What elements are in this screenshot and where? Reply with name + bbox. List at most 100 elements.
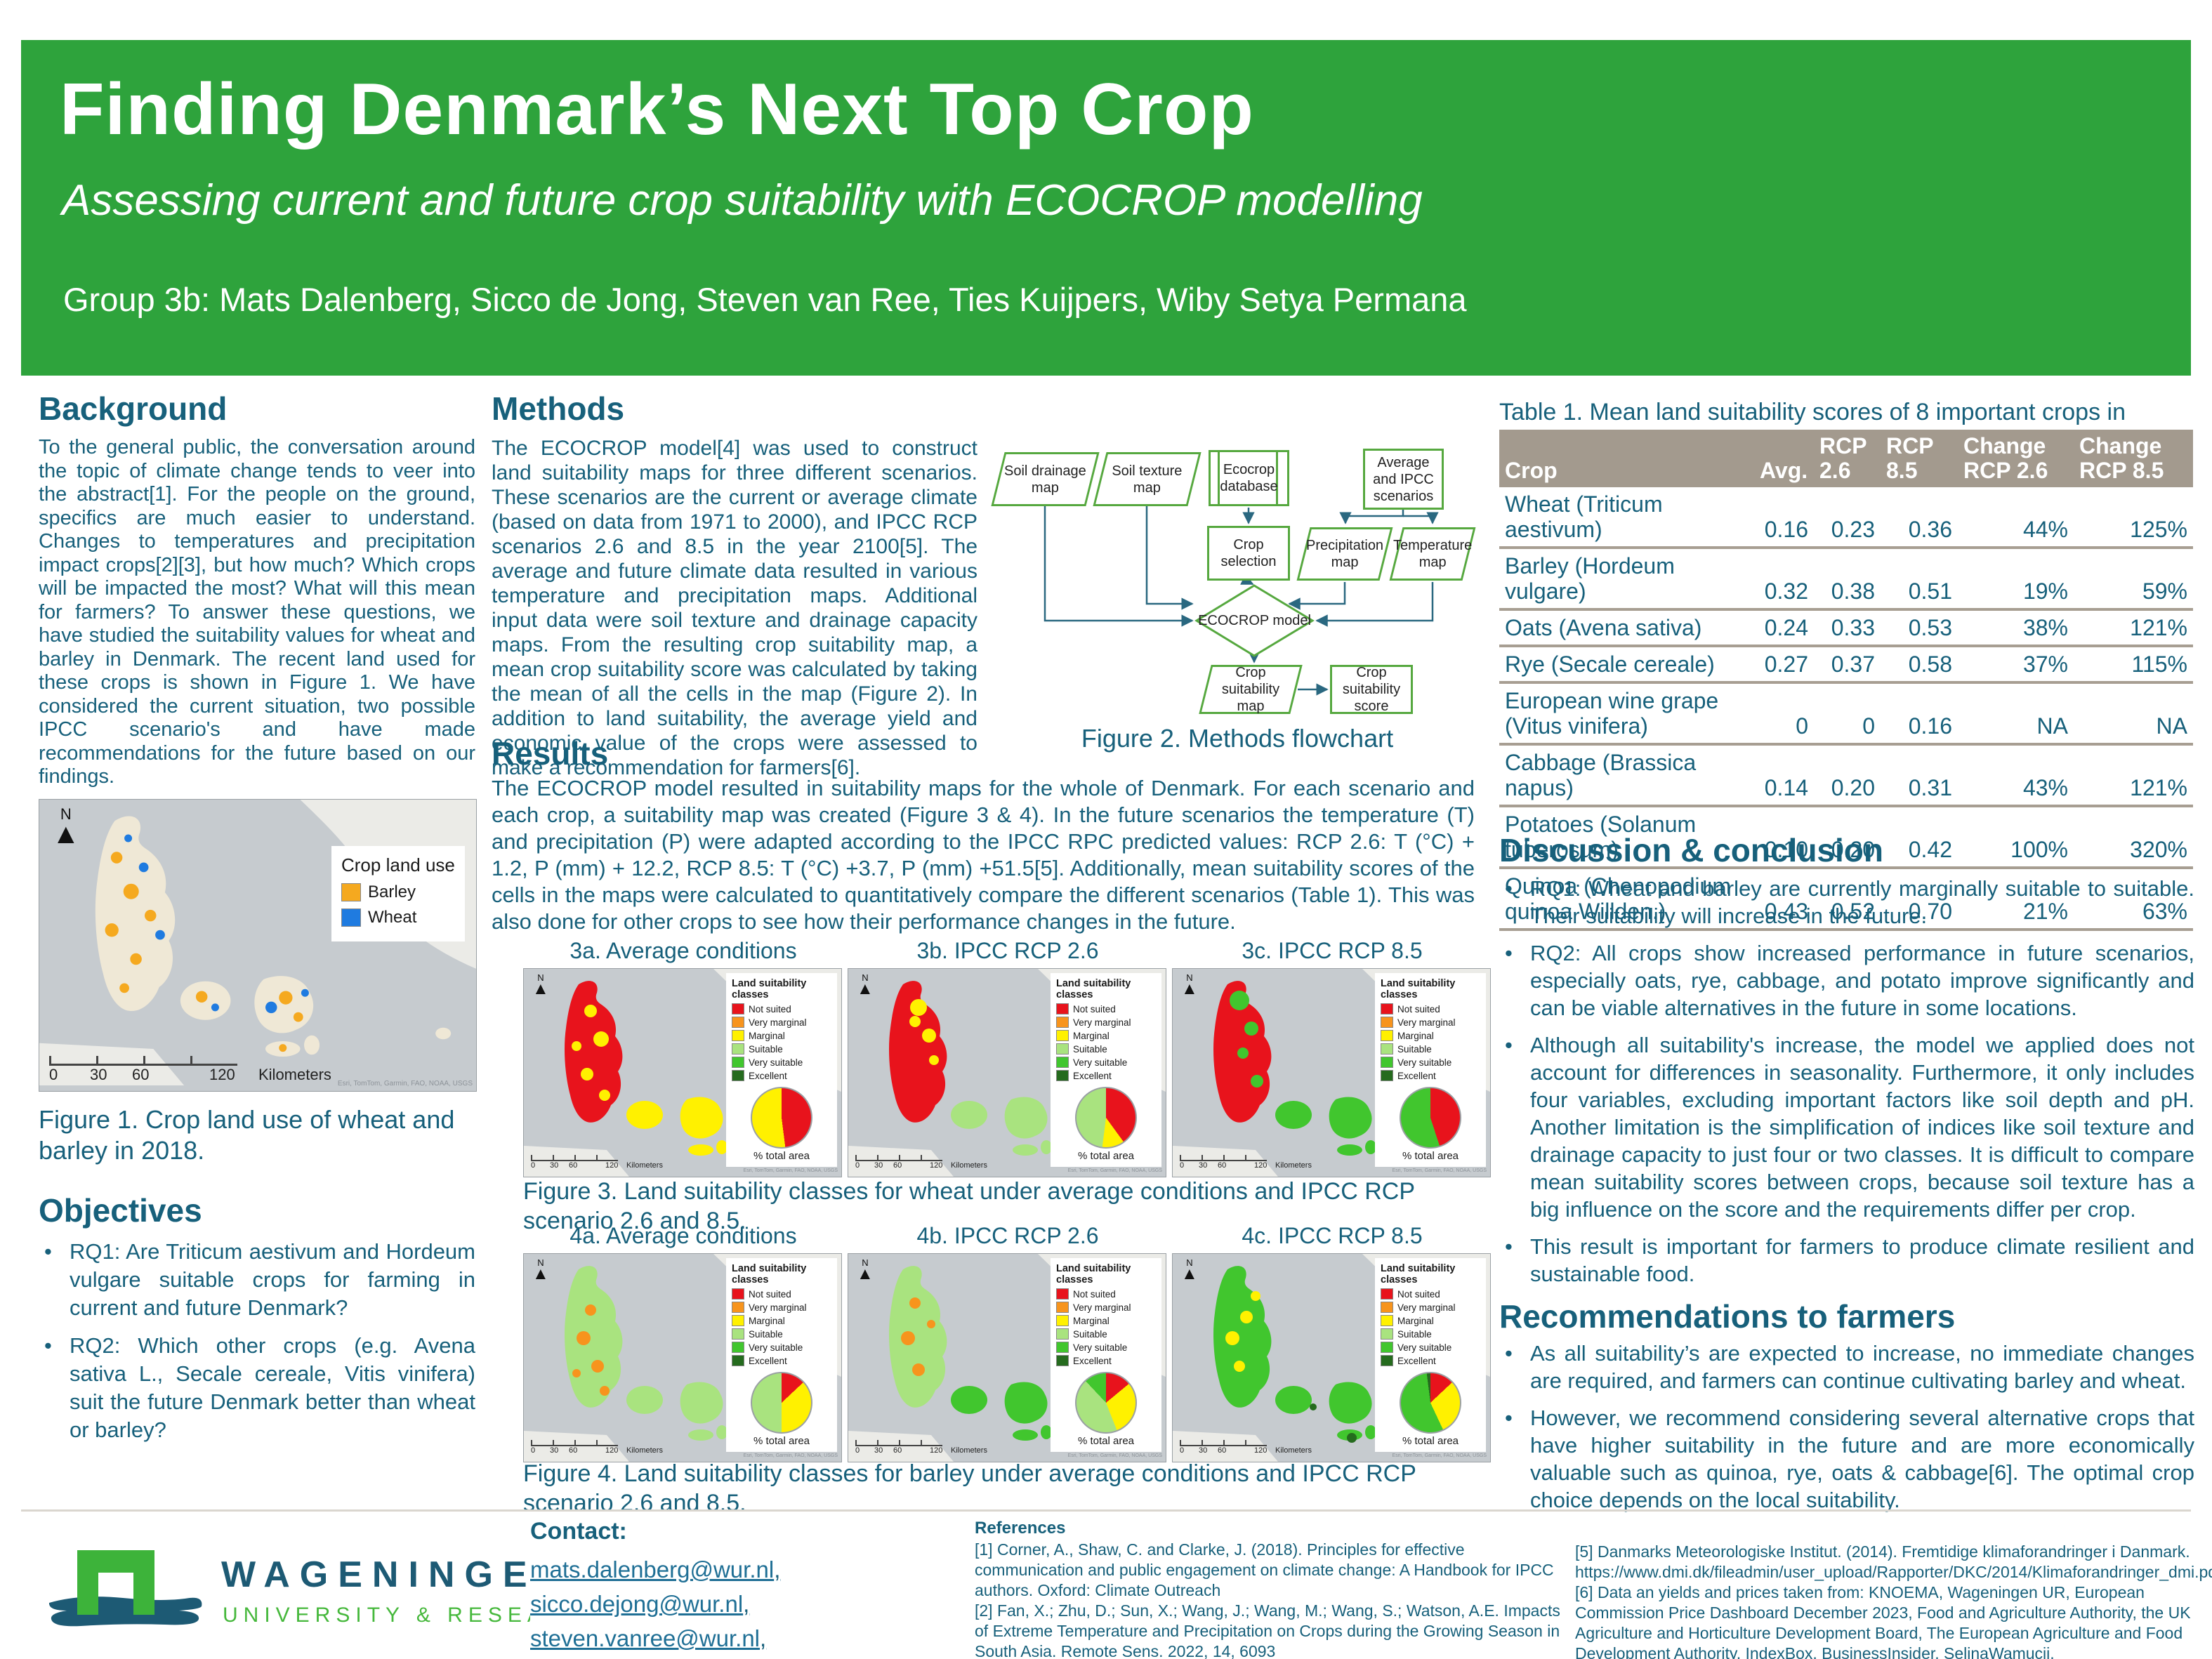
legend-item: Very suitable xyxy=(1056,1057,1156,1068)
legend-title: Land suitability classes xyxy=(1056,978,1131,1000)
map-wheat-rcp85: N ▲ Land suitability classes Not suited V… xyxy=(1172,968,1491,1177)
wageningen-logo-graphic: WAGENINGEN UNIVERSITY & RESEARCH xyxy=(48,1550,604,1627)
legend-label: Not suited xyxy=(1073,1288,1116,1300)
legend-item: Suitable xyxy=(1381,1328,1480,1340)
pie-label: % total area xyxy=(753,1150,810,1162)
cell-rcp85: 0.53 xyxy=(1881,609,1958,647)
legend-item: Very marginal xyxy=(1056,1302,1156,1313)
contact-heading: Contact: xyxy=(530,1518,627,1545)
legend-item: Very suitable xyxy=(1381,1057,1480,1068)
node-ecocrop-model: ECOCROP model xyxy=(1198,613,1311,628)
legend-label: Very suitable xyxy=(1397,1057,1452,1068)
legend-label: Excellent xyxy=(1397,1070,1436,1081)
poster-title: Finding Denmark’s Next Top Crop xyxy=(60,69,1254,150)
map-legend: Land suitability classes Not suited Very… xyxy=(726,973,837,1167)
logo-arch xyxy=(77,1550,154,1615)
recommendation-item: As all suitability’s are expected to inc… xyxy=(1499,1340,2194,1394)
node-temperature-map: Temperature map xyxy=(1389,527,1476,581)
legend-label: Marginal xyxy=(1073,1030,1110,1041)
map-legend: Land suitability classes Not suited Very… xyxy=(1375,1258,1486,1452)
methods-text: The ECOCROP model[4] was used to constru… xyxy=(492,437,977,779)
legend-item: Suitable xyxy=(732,1043,831,1055)
north-arrow-icon: ▲ xyxy=(52,818,80,850)
figure2-caption: Figure 2. Methods flowchart xyxy=(1081,724,1394,753)
legend-swatch xyxy=(732,1315,744,1326)
legend-title: Land suitability classes xyxy=(732,978,807,1000)
legend-label: Very suitable xyxy=(1073,1057,1128,1068)
legend-label: Suitable xyxy=(1397,1043,1432,1055)
cell-rcp26: 0.33 xyxy=(1814,609,1881,647)
methods-heading: Methods xyxy=(492,390,625,427)
header-banner: Finding Denmark’s Next Top Crop Assessin… xyxy=(21,40,2191,376)
scale-bar-graphic xyxy=(49,1055,237,1066)
legend-title: Land suitability classes xyxy=(732,1263,807,1285)
cell-rcp26: 0.20 xyxy=(1814,806,1881,869)
legend-item: Excellent xyxy=(1056,1355,1156,1366)
legend-label: Very marginal xyxy=(1397,1017,1456,1028)
pie-label: % total area xyxy=(1402,1150,1459,1162)
legend-item: Very marginal xyxy=(1056,1017,1156,1028)
table-row: Wheat (Triticum aestivum) 0.16 0.23 0.36… xyxy=(1499,487,2193,549)
cell-change-rcp85: 115% xyxy=(2074,646,2193,684)
cell-rcp26: 0.37 xyxy=(1814,646,1881,684)
pie-chart-barley-rcp26 xyxy=(1075,1372,1137,1434)
cell-avg: 0.10 xyxy=(1754,806,1814,869)
legend-label: Suitable xyxy=(1073,1043,1107,1055)
contact-emails: mats.dalenberg@wur.nl sicco.dejong@wur.nl… xyxy=(530,1552,980,1659)
figure4-caption: Figure 4. Land suitability classes for b… xyxy=(523,1460,1416,1516)
results-heading: Results xyxy=(492,735,609,772)
table-row: European wine grape (Vitus vinifera) 0 0… xyxy=(1499,682,2193,746)
scale-tick: 0 xyxy=(49,1065,58,1083)
node-ecocrop-database: Ecocrop database xyxy=(1209,450,1289,506)
panel-label: 3a. Average conditions xyxy=(570,938,797,963)
north-arrow: N ▲ xyxy=(532,972,549,998)
recommendation-item: However, we recommend considering severa… xyxy=(1499,1404,2194,1514)
legend-title: Land suitability classes xyxy=(1381,1263,1456,1285)
legend-item: Marginal xyxy=(1381,1315,1480,1326)
email-link[interactable]: steven.vanree@wur.nl xyxy=(530,1625,766,1651)
legend-label: Very suitable xyxy=(1073,1342,1128,1353)
scale-bar: 0 30 60 120 Kilometers xyxy=(1180,1440,1327,1456)
cell-change-rcp26: 43% xyxy=(1958,744,2074,807)
north-arrow: N ▲ xyxy=(1181,972,1198,998)
table-row: Rye (Secale cereale) 0.27 0.37 0.58 37% … xyxy=(1499,646,2193,684)
north-label: N xyxy=(60,805,72,823)
cell-avg: 0.16 xyxy=(1754,487,1814,549)
cell-rcp26: 0.20 xyxy=(1814,744,1881,807)
legend-label: Excellent xyxy=(1397,1355,1436,1366)
legend-title: Land suitability classes xyxy=(1056,1263,1131,1285)
pie-chart-barley-average xyxy=(751,1372,812,1434)
email-link[interactable]: mats.dalenberg@wur.nl xyxy=(530,1556,780,1582)
legend-item: Not suited xyxy=(732,1003,831,1014)
map-credit: Esri, TomTom, Garmin, FAO, NOAA, USGS xyxy=(1392,1453,1487,1458)
legend-swatch xyxy=(1381,1070,1393,1081)
poster-authors: Group 3b: Mats Dalenberg, Sicco de Jong,… xyxy=(63,281,1467,318)
legend-label: Very suitable xyxy=(1397,1342,1452,1353)
email-link[interactable]: sicco.dejong@wur.nl xyxy=(530,1591,749,1617)
map-wheat-rcp26: N ▲ Land suitability classes Not suited V… xyxy=(848,968,1166,1177)
cell-rcp85: 0.58 xyxy=(1881,646,1958,684)
cell-change-rcp85: 121% xyxy=(2074,744,2193,807)
legend-item: Very suitable xyxy=(732,1342,831,1353)
table-row: Barley (Hordeum vulgare) 0.32 0.38 0.51 … xyxy=(1499,548,2193,611)
legend-label: Very suitable xyxy=(749,1057,803,1068)
legend-label: Excellent xyxy=(1073,1355,1112,1366)
cell-avg: 0.14 xyxy=(1754,744,1814,807)
pie-label: % total area xyxy=(1077,1150,1135,1162)
legend-label: Excellent xyxy=(749,1355,787,1366)
legend-label: Excellent xyxy=(1073,1070,1112,1081)
objective-item: RQ2: Which other crops (e.g. Avena sativ… xyxy=(39,1332,475,1444)
node-crop-selection: Crop selection xyxy=(1207,526,1290,581)
pie-chart-barley-rcp85 xyxy=(1400,1372,1461,1434)
objective-item: RQ1: Are Triticum aestivum and Hordeum v… xyxy=(39,1238,475,1322)
scale-bar: 0 30 60 120 Kilometers xyxy=(855,1440,1003,1456)
pie-label: % total area xyxy=(753,1435,810,1447)
legend-item: Excellent xyxy=(732,1070,831,1081)
node-average-ipcc-scenarios: Average and IPCC scenarios xyxy=(1363,449,1444,510)
legend-item: Not suited xyxy=(732,1288,831,1300)
figure1-map: N ▲ Crop land use Barley Wheat xyxy=(39,798,477,1092)
legend-item: Very marginal xyxy=(732,1302,831,1313)
cell-change-rcp26: 37% xyxy=(1958,646,2074,684)
cell-crop: Oats (Avena sativa) xyxy=(1499,609,1754,647)
legend-swatch xyxy=(732,1030,744,1041)
